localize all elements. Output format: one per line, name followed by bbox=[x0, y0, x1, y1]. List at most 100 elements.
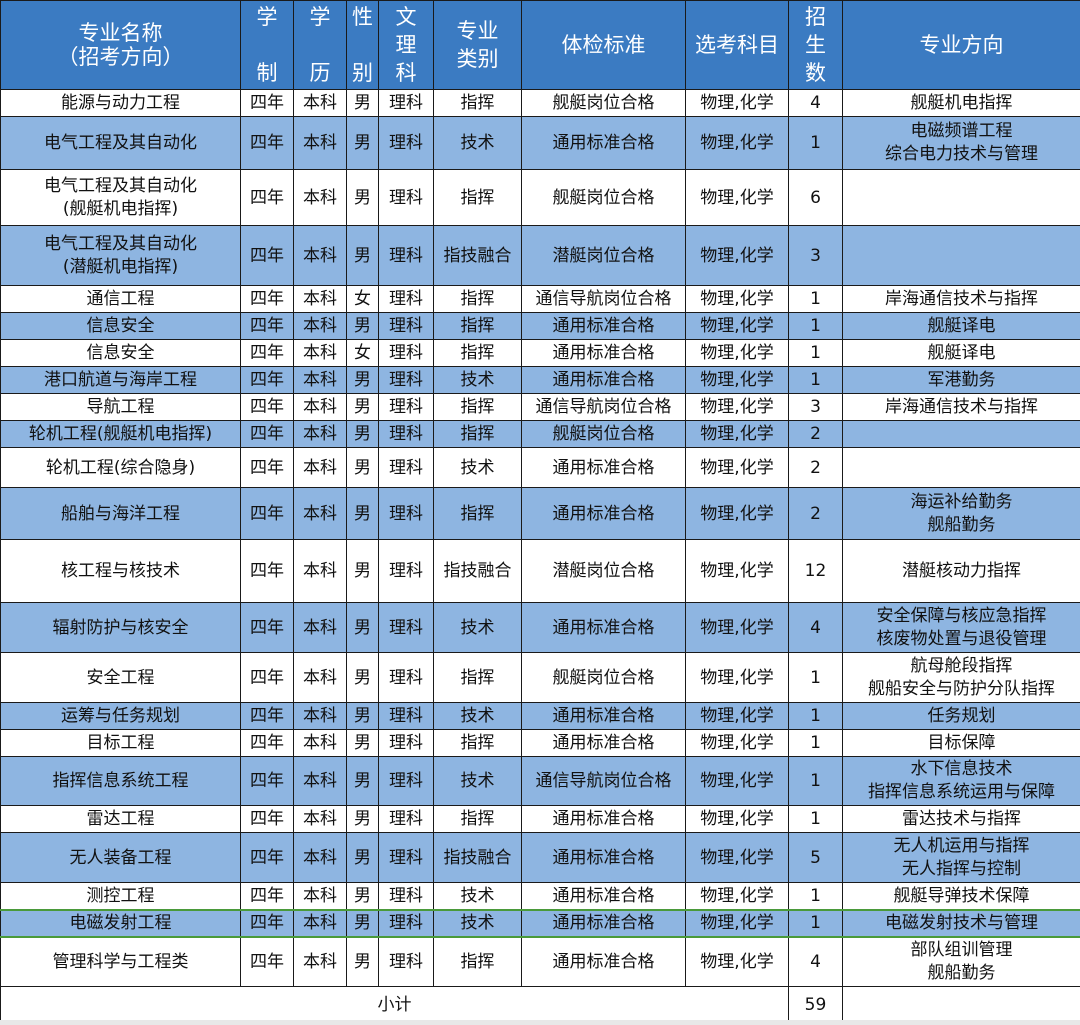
major-name-cell: 电磁发射工程 bbox=[0, 908, 241, 938]
direction-cell: 军港勤务 bbox=[842, 366, 1080, 394]
header-text: 生 bbox=[805, 33, 826, 57]
table-row: 轮机工程(舰艇机电指挥) 四年 本科男理科 指挥 舰艇岗位合格 物理,化学 2 bbox=[0, 420, 1080, 448]
enrollment-count-cell: 1 bbox=[788, 652, 843, 703]
category-cell: 技术 bbox=[433, 908, 522, 938]
elective-subjects-cell: 物理,化学 bbox=[685, 652, 789, 703]
elective-subjects-cell: 物理,化学 bbox=[685, 225, 789, 286]
elective-subjects-cell: 物理,化学 bbox=[685, 805, 789, 833]
elective-subjects-cell: 物理,化学 bbox=[685, 366, 789, 394]
enrollment-count-cell: 1 bbox=[788, 366, 843, 394]
enrollment-count-cell: 1 bbox=[788, 339, 843, 367]
degree-cell: 本科 bbox=[293, 882, 347, 910]
direction-line: 部队组训管理 bbox=[910, 939, 1013, 960]
enrollment-count-cell: 5 bbox=[788, 832, 843, 883]
category-cell: 指挥 bbox=[433, 805, 522, 833]
subject-track-cell: 理科 bbox=[378, 652, 434, 703]
elective-subjects-cell: 物理,化学 bbox=[685, 756, 789, 806]
major-name-cell: 信息安全 bbox=[0, 312, 241, 340]
subject-track-cell: 理科 bbox=[378, 756, 434, 806]
table-row: 指挥信息系统工程 四年 本科男理科 技术 通信导航岗位合格 物理,化学 1 水下信息技术 指挥信… bbox=[0, 756, 1080, 806]
enrollment-count-cell: 1 bbox=[788, 702, 843, 730]
major-name-cell: 港口航道与海岸工程 bbox=[0, 366, 241, 394]
degree-cell: 本科 bbox=[293, 602, 347, 653]
header-direction: 专业方向 bbox=[842, 0, 1080, 90]
duration-cell: 四年 bbox=[240, 225, 294, 286]
direction-cell bbox=[842, 420, 1080, 448]
category-cell: 指技融合 bbox=[433, 539, 522, 603]
header-text: 理 bbox=[395, 33, 417, 57]
subject-track-cell: 理科 bbox=[378, 285, 434, 313]
header-text: 历 bbox=[309, 61, 331, 85]
major-name-lines: 电气工程及其自动化 (舰艇机电指挥) bbox=[2, 175, 240, 221]
major-name-cell: 目标工程 bbox=[0, 729, 241, 757]
direction-cell: 电磁频谱工程 综合电力技术与管理 bbox=[842, 116, 1080, 170]
direction-cell: 雷达技术与指挥 bbox=[842, 805, 1080, 833]
degree-cell: 本科 bbox=[293, 393, 347, 421]
enrollment-count-cell: 4 bbox=[788, 89, 843, 117]
degree-cell: 本科 bbox=[293, 539, 347, 603]
table-row: 目标工程 四年 本科男理科 指挥 通用标准合格 物理,化学 1 目标保障 bbox=[0, 729, 1080, 757]
header-text: 科 bbox=[395, 61, 417, 85]
degree-cell: 本科 bbox=[293, 756, 347, 806]
direction-lines: 水下信息技术 指挥信息系统运用与保障 bbox=[844, 758, 1080, 804]
major-name-cell: 轮机工程(舰艇机电指挥) bbox=[0, 420, 241, 448]
direction-cell: 任务规划 bbox=[842, 702, 1080, 730]
elective-subjects-cell: 物理,化学 bbox=[685, 312, 789, 340]
enrollment-count-cell: 2 bbox=[788, 487, 843, 540]
table-row: 电气工程及其自动化 (舰艇机电指挥) 四年 本科男理科 指挥 舰艇岗位合格 物理,化学 6 bbox=[0, 169, 1080, 226]
table-row: 无人装备工程 四年 本科男理科 指技融合 通用标准合格 物理,化学 5 无人机运用与指挥 无人指… bbox=[0, 832, 1080, 883]
bottom-scroll-strip bbox=[0, 1020, 1080, 1025]
direction-cell: 舰艇译电 bbox=[842, 312, 1080, 340]
direction-line: 无人机运用与指挥 bbox=[893, 835, 1030, 856]
enrollment-count-cell: 1 bbox=[788, 805, 843, 833]
subject-track-cell: 理科 bbox=[378, 89, 434, 117]
category-cell: 指技融合 bbox=[433, 832, 522, 883]
elective-subjects-cell: 物理,化学 bbox=[685, 487, 789, 540]
duration-cell: 四年 bbox=[240, 339, 294, 367]
table-row: 船舶与海洋工程 四年 本科男理科 指挥 通用标准合格 物理,化学 2 海运补给勤务 舰船勤务 bbox=[0, 487, 1080, 540]
duration-cell: 四年 bbox=[240, 702, 294, 730]
direction-cell: 部队组训管理 舰船勤务 bbox=[842, 936, 1080, 987]
gender-cell: 男 bbox=[346, 225, 379, 286]
major-name-cell: 电气工程及其自动化 (舰艇机电指挥) bbox=[0, 169, 241, 226]
duration-cell: 四年 bbox=[240, 116, 294, 170]
physical-standard-cell: 通用标准合格 bbox=[521, 366, 686, 394]
table-row: 雷达工程 四年 本科男理科 指挥 通用标准合格 物理,化学 1 雷达技术与指挥 bbox=[0, 805, 1080, 833]
direction-lines: 部队组训管理 舰船勤务 bbox=[844, 939, 1080, 985]
elective-subjects-cell: 物理,化学 bbox=[685, 339, 789, 367]
elective-subjects-cell: 物理,化学 bbox=[685, 882, 789, 910]
header-text: 性 bbox=[352, 5, 373, 29]
header-duration: 学 制 bbox=[240, 0, 294, 90]
major-name-cell: 无人装备工程 bbox=[0, 832, 241, 883]
degree-cell: 本科 bbox=[293, 339, 347, 367]
elective-subjects-cell: 物理,化学 bbox=[685, 285, 789, 313]
physical-standard-cell: 通用标准合格 bbox=[521, 882, 686, 910]
subject-track-cell: 理科 bbox=[378, 225, 434, 286]
major-name-cell: 雷达工程 bbox=[0, 805, 241, 833]
category-cell: 指挥 bbox=[433, 936, 522, 987]
duration-cell: 四年 bbox=[240, 487, 294, 540]
elective-subjects-cell: 物理,化学 bbox=[685, 89, 789, 117]
subject-track-cell: 理科 bbox=[378, 447, 434, 488]
table-row: 安全工程 四年 本科男理科 指挥 舰艇岗位合格 物理,化学 1 航母舱段指挥 舰船安全与防护分队… bbox=[0, 652, 1080, 703]
physical-standard-cell: 通用标准合格 bbox=[521, 602, 686, 653]
enrollment-count-cell: 2 bbox=[788, 420, 843, 448]
elective-subjects-cell: 物理,化学 bbox=[685, 908, 789, 938]
direction-cell: 电磁发射技术与管理 bbox=[842, 908, 1080, 938]
category-cell: 指挥 bbox=[433, 339, 522, 367]
physical-standard-cell: 通用标准合格 bbox=[521, 116, 686, 170]
subject-track-cell: 理科 bbox=[378, 805, 434, 833]
table-row: 港口航道与海岸工程 四年 本科男理科 技术 通用标准合格 物理,化学 1 军港勤务 bbox=[0, 366, 1080, 394]
gender-cell: 男 bbox=[346, 312, 379, 340]
major-name-cell: 核工程与核技术 bbox=[0, 539, 241, 603]
direction-line: 海运补给勤务 bbox=[910, 491, 1013, 512]
gender-cell: 男 bbox=[346, 539, 379, 603]
physical-standard-cell: 舰艇岗位合格 bbox=[521, 420, 686, 448]
enrollment-count-cell: 3 bbox=[788, 393, 843, 421]
subject-track-cell: 理科 bbox=[378, 169, 434, 226]
subject-track-cell: 理科 bbox=[378, 602, 434, 653]
major-name-cell: 轮机工程(综合隐身) bbox=[0, 447, 241, 488]
table-row: 管理科学与工程类 四年 本科男理科 指挥 通用标准合格 物理,化学 4 部队组训管理 舰船勤务 bbox=[0, 936, 1080, 987]
table-row: 导航工程 四年 本科男理科 指挥 通信导航岗位合格 物理,化学 3 岸海通信技术与指挥 bbox=[0, 393, 1080, 421]
physical-standard-cell: 通信导航岗位合格 bbox=[521, 756, 686, 806]
